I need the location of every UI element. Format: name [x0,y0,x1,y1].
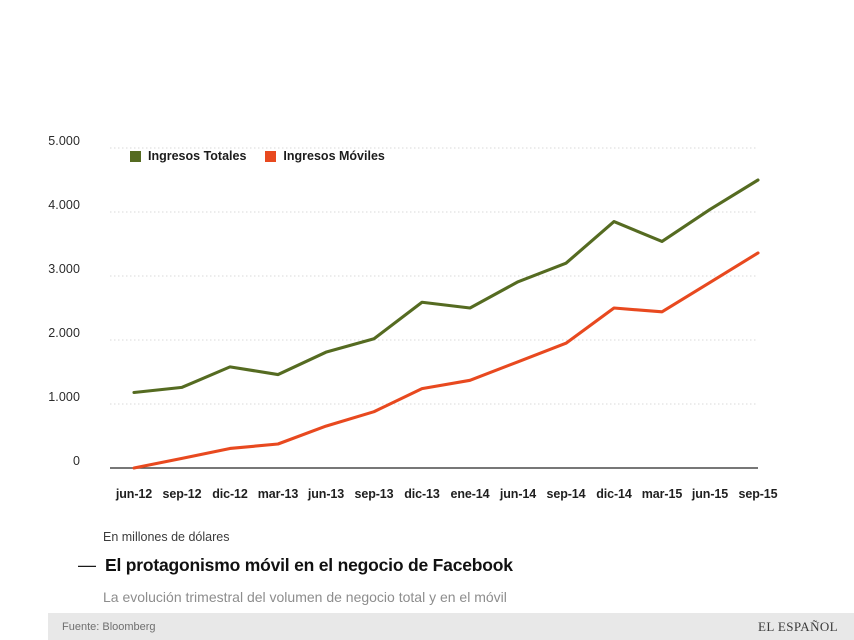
brand-logo: EL ESPAÑOL [758,618,838,634]
y-tick-label: 0 [72,454,80,468]
x-tick-label: sep-14 [546,487,586,501]
x-tick-label: dic-14 [596,487,632,501]
y-tick-label: 1.000 [48,390,80,404]
units-note: En millones de dólares [103,530,230,544]
page-title: El protagonismo móvil en el negocio de F… [105,555,513,575]
x-tick-label: dic-12 [212,487,248,501]
x-tick-label: jun-14 [499,487,537,501]
y-tick-label: 4.000 [48,198,80,212]
y-tick-label: 5.000 [48,134,80,148]
legend-item-2[interactable]: Ingresos Móviles [265,149,385,163]
x-tick-label: jun-15 [691,487,729,501]
legend-label: Ingresos Totales [148,149,247,163]
x-tick-label: jun-12 [115,487,153,501]
x-tick-label: sep-13 [354,487,394,501]
x-tick-label: dic-13 [404,487,440,501]
x-tick-label: sep-12 [162,487,202,501]
title-dash-icon: — [78,555,96,575]
line-chart-svg [110,147,760,470]
x-tick-label: jun-13 [307,487,345,501]
legend-item-1[interactable]: Ingresos Totales [130,149,246,163]
y-tick-label: 2.000 [48,326,80,340]
x-tick-label: sep-15 [738,487,778,501]
chart-subtitle: La evolución trimestral del volumen de n… [103,589,507,605]
chart-title-row: — El protagonismo móvil en el negocio de… [78,555,513,576]
footer-bar: Fuente: Bloomberg EL ESPAÑOL [48,613,854,640]
legend-swatch-icon [265,150,277,162]
legend-swatch-icon [130,150,141,162]
x-tick-label: mar-13 [257,487,299,501]
legend-label: Ingresos Móviles [283,149,385,163]
x-tick-label: ene-14 [450,487,490,501]
chart-plot-area: 0 1.000 2.000 3.000 4.000 5.000 jun-12 sep-12 d… [48,134,778,501]
source-label: Fuente: Bloomberg [62,620,156,633]
y-tick-label: 3.000 [48,262,80,276]
chart-legend: Ingresos Totales Ingresos Móviles [130,149,385,163]
x-tick-label: mar-15 [641,487,683,501]
series-line-2 [132,251,760,470]
series-line-1 [132,178,760,395]
